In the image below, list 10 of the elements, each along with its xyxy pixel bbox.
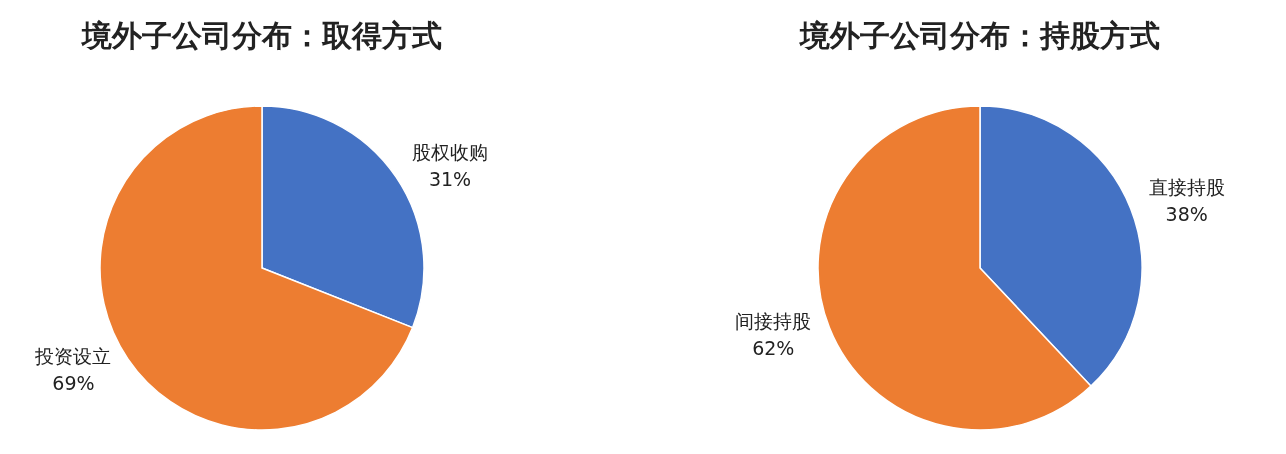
data-label: 38%	[1165, 203, 1208, 226]
chart-title: 境外子公司分布：取得方式	[80, 18, 442, 53]
data-label: 69%	[52, 371, 95, 394]
data-label: 62%	[752, 336, 795, 359]
chart-title: 境外子公司分布：持股方式	[798, 18, 1160, 53]
slice-label: 间接持股	[735, 309, 812, 332]
slice-label: 股权收购	[412, 141, 489, 164]
data-label: 31%	[428, 168, 472, 191]
slice-label: 投资设立	[34, 344, 112, 367]
slice-label: 直接持股	[1148, 176, 1225, 199]
